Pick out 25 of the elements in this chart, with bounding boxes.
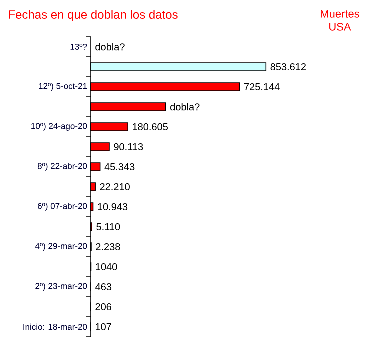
y-tick-label: Inicio: 18-mar-20: [24, 324, 88, 330]
y-tick-label: 6º) 07-abr-20: [38, 203, 88, 211]
data-label: 2.238: [96, 243, 120, 251]
data-label: 463: [96, 283, 112, 291]
data-label: 45.343: [104, 163, 135, 171]
data-label: 853.612: [270, 63, 306, 71]
data-label: 22.210: [100, 183, 130, 191]
y-tick-label: 13º?: [70, 44, 88, 50]
data-label: 5.110: [96, 223, 120, 231]
data-label: dobla?: [170, 103, 200, 111]
y-tick-label: 12º) 5-oct-21: [39, 83, 88, 91]
y-tick-label: 4º) 29-mar-20: [35, 243, 88, 251]
y-tick-label: 10º) 24-ago-20: [32, 123, 88, 131]
data-label: 107: [96, 323, 112, 331]
data-label: 1040: [96, 263, 118, 271]
data-label: 90.113: [114, 143, 144, 151]
text: dobla?: [96, 43, 125, 51]
data-label: 725.144: [244, 83, 280, 91]
data-label: 206: [96, 303, 112, 311]
text: Muertes USA: [321, 10, 360, 31]
y-tick-label: 8º) 22-abr-20: [38, 163, 88, 171]
chart-title: Fechas en que doblan los datos: [9, 10, 178, 22]
y-tick-label: 2º) 23-mar-20: [36, 283, 88, 291]
data-label: 10.943: [98, 203, 128, 211]
data-label: 180.605: [133, 123, 168, 131]
